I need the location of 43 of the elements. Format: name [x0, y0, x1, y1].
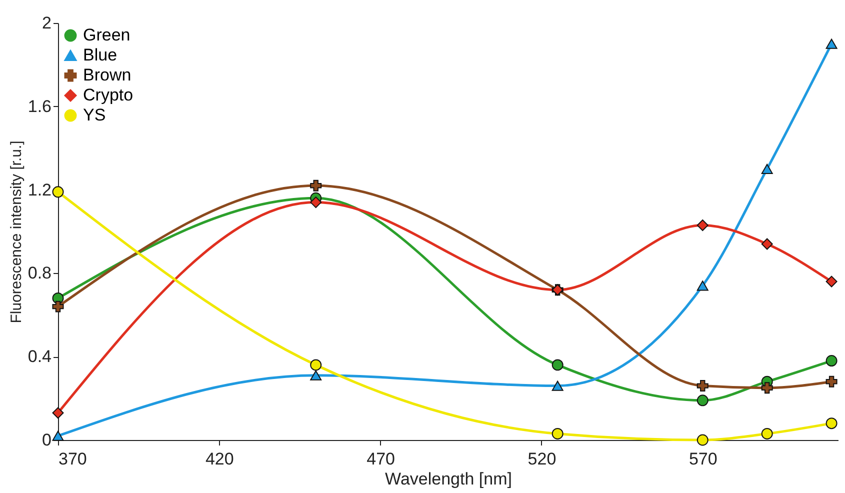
point — [761, 428, 773, 440]
point — [696, 434, 708, 446]
x-axis-title: Wavelength [nm] — [385, 470, 512, 488]
x-tick-label: 570 — [688, 450, 718, 468]
x-tick-label: 470 — [366, 450, 395, 468]
x-tick-label: 520 — [528, 450, 556, 468]
y-tick-label: 1.6 — [28, 96, 52, 116]
point — [552, 428, 564, 440]
y-tick-label: 0.4 — [28, 347, 52, 366]
point — [310, 359, 322, 371]
y-tick-label: 1.2 — [28, 180, 52, 200]
point — [310, 180, 322, 192]
point — [696, 380, 708, 392]
y-tick-label: 2 — [42, 14, 52, 32]
point — [696, 394, 708, 406]
point — [826, 376, 838, 388]
point — [761, 238, 773, 250]
point — [696, 280, 708, 291]
legend-label: Green — [83, 26, 130, 44]
point — [52, 407, 64, 419]
x-tick-label: 370 — [58, 450, 87, 468]
legend-label: YS — [83, 106, 106, 124]
y-tick-label: 0 — [42, 430, 52, 450]
point — [826, 276, 838, 288]
legend-label: Blue — [83, 46, 118, 64]
point — [310, 370, 322, 380]
point — [826, 355, 838, 367]
point — [52, 430, 64, 441]
point — [310, 196, 322, 208]
point — [826, 38, 838, 49]
x-tick-label: 420 — [205, 450, 234, 468]
legend-label: Crypto — [83, 86, 134, 104]
point — [552, 380, 564, 391]
point — [696, 220, 708, 231]
y-axis-title: Fluorescence intensity [r.u.] — [8, 140, 25, 324]
point — [761, 164, 773, 174]
point — [761, 382, 773, 394]
y-tick-label: 0.8 — [28, 264, 52, 283]
point — [826, 418, 838, 430]
point — [52, 300, 64, 312]
legend-label: Brown — [83, 66, 132, 84]
point — [552, 359, 564, 371]
point — [52, 186, 64, 198]
